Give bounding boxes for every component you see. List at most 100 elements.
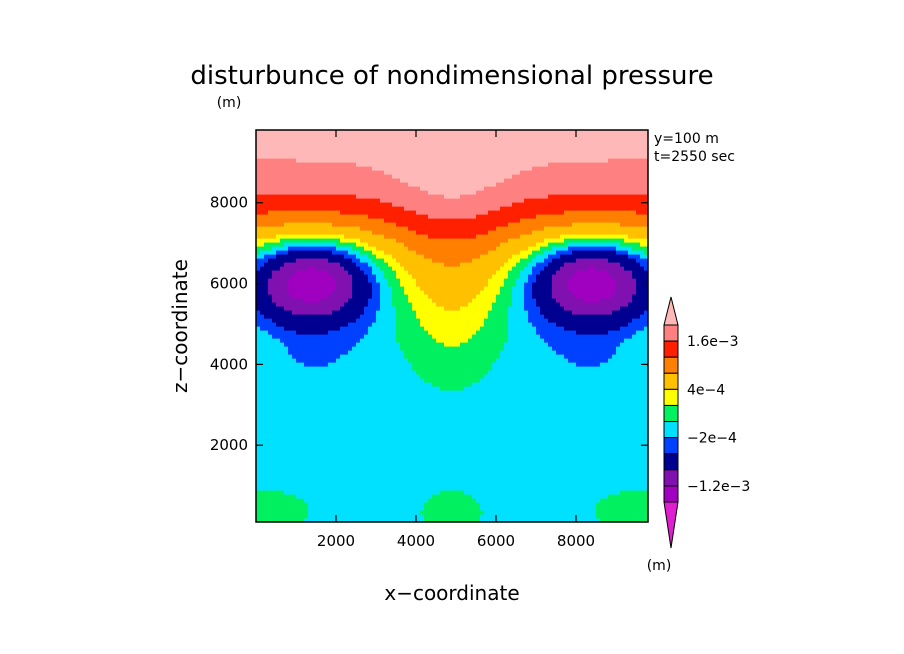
colorbar-swatch [663,372,679,390]
contour-cell [536,330,577,335]
contour-cell [440,490,465,495]
contour-cell [352,286,373,291]
contour-cell [392,266,405,271]
contour-cell [520,218,648,223]
contour-cell [544,314,641,319]
contour-cell [520,170,648,175]
contour-cell [516,278,529,283]
contour-cell [524,298,537,303]
contour-cell [632,270,648,275]
contour-cell [480,254,513,259]
contour-cell [396,310,417,315]
contour-cell [564,262,621,267]
contour-cell [620,326,645,331]
contour-cell [256,130,648,135]
contour-cell [260,310,293,315]
contour-cell [632,318,648,323]
contour-cell [636,330,648,335]
contour-cell [544,338,625,343]
contour-cell [476,234,521,239]
contour-cell [376,246,409,251]
contour-cell [596,506,648,511]
contour-cell [364,306,381,311]
contour-cell [504,278,517,283]
contour-cell [428,234,477,239]
contour-cell [284,262,341,267]
contour-cell [524,266,533,271]
contour-cell [256,258,269,263]
contour-cell [488,314,509,319]
contour-cell [392,254,425,259]
contour-cell [404,354,501,359]
contour-cell [484,318,509,323]
contour-cell [256,414,648,419]
contour-cell [340,354,405,359]
contour-cell [256,210,269,215]
contour-cell [636,210,648,215]
contour-cell [568,246,617,251]
contour-cell [492,274,509,279]
contour-cell [556,250,573,255]
contour-cell [576,294,613,299]
contour-cell [368,330,397,335]
contour-cell [436,338,469,343]
contour-cell [484,186,648,191]
contour-cell [540,270,557,275]
contour-cell [356,242,369,247]
contour-cell [352,346,401,351]
contour-cell [596,514,648,519]
contour-cell [620,342,648,347]
contour-cell [464,490,621,495]
contour-cell [256,310,261,315]
contour-cell [380,294,393,299]
contour-cell [608,330,637,335]
contour-cell [276,302,345,307]
contour-cell [348,298,369,303]
contour-cell [524,198,648,203]
contour-cell [256,206,405,211]
contour-cell [256,282,269,287]
contour-cell [536,242,549,247]
contour-cell [520,274,529,279]
contour-cell [412,274,493,279]
contour-cell [572,274,613,279]
contour-cell [636,258,648,263]
contour-cell [416,278,489,283]
colorbar-label: 1.6e−3 [687,334,739,350]
y-tick-label: 2000 [210,436,248,454]
contour-cell [256,338,281,343]
contour-cell [348,270,365,275]
contour-cell [508,314,529,319]
contour-cell [360,250,373,255]
contour-cell [476,294,497,299]
contour-cell [296,494,433,499]
contour-cell [384,234,429,239]
contour-cell [384,270,397,275]
contour-cell [368,278,377,283]
contour-cell [520,270,533,275]
contour-cell [256,178,401,183]
contour-cell [372,282,381,287]
contour-cell [256,326,261,331]
contour-cell [332,222,397,227]
contour-cell [628,322,648,327]
contour-cell [256,390,648,395]
contour-cell [392,174,513,179]
contour-cell [436,302,469,307]
contour-cell [256,306,285,311]
contour-cell [640,262,648,267]
contour-cell [532,270,541,275]
contour-cell [256,358,297,363]
contour-cell [480,290,501,295]
contour-cell [256,362,305,367]
contour-cell [524,302,537,307]
contour-cell [348,322,373,327]
contour-cell [268,286,289,291]
y-tick-label: 6000 [210,275,248,293]
contour-cell [284,306,341,311]
contour-cell [560,254,629,259]
x-axis-label: x−coordinate [384,581,519,605]
contour-cell [404,290,425,295]
contour-cell [404,286,421,291]
contour-cell [264,262,285,267]
